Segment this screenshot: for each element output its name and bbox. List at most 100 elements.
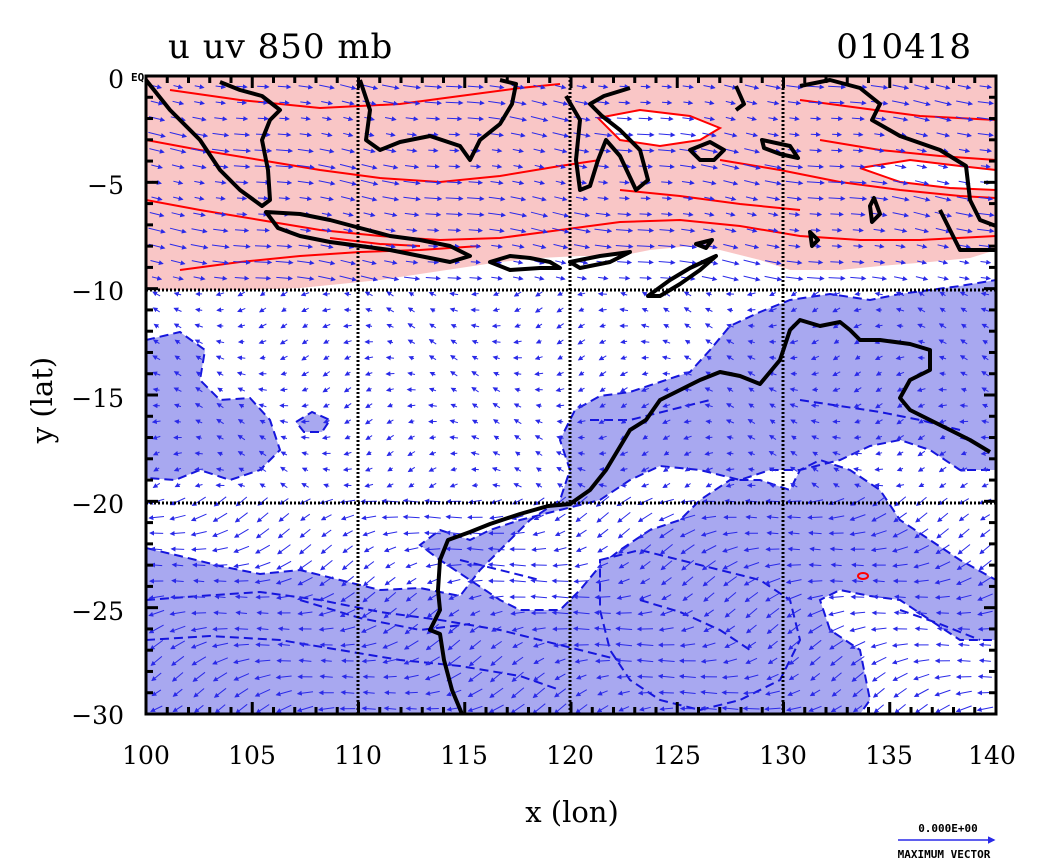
wind-vector bbox=[211, 148, 230, 154]
wind-vector bbox=[535, 323, 543, 329]
wind-vector bbox=[170, 640, 186, 650]
wind-vector bbox=[572, 626, 590, 632]
wind-vector bbox=[640, 323, 650, 329]
wind-vector bbox=[406, 148, 418, 154]
wind-vector bbox=[811, 482, 819, 489]
wind-vector bbox=[214, 116, 228, 122]
wind-vector bbox=[551, 610, 569, 616]
wind-vector bbox=[491, 626, 502, 632]
wind-vector bbox=[980, 435, 990, 441]
wind-vector bbox=[552, 132, 570, 138]
wind-vector bbox=[279, 100, 290, 106]
wind-vector bbox=[488, 704, 504, 713]
wind-vector bbox=[704, 467, 713, 472]
wind-vector bbox=[449, 419, 459, 425]
wind-vector bbox=[811, 466, 819, 472]
wind-vector bbox=[554, 673, 566, 681]
wind-vector bbox=[405, 562, 418, 569]
wind-vector bbox=[363, 212, 376, 218]
wind-vector bbox=[321, 307, 331, 313]
wind-vector bbox=[701, 276, 718, 282]
wind-vector bbox=[850, 496, 866, 506]
wind-vector bbox=[726, 355, 734, 361]
wind-vector bbox=[509, 578, 526, 584]
wind-vector bbox=[556, 371, 564, 376]
wind-vector bbox=[341, 575, 355, 587]
wind-vector bbox=[724, 228, 737, 233]
wind-vector bbox=[721, 674, 738, 680]
wind-vector bbox=[211, 642, 229, 649]
wind-vector bbox=[318, 626, 334, 632]
wind-vector bbox=[891, 642, 908, 648]
wind-vector bbox=[765, 260, 782, 266]
wind-vector bbox=[344, 291, 351, 297]
wind-vector bbox=[683, 419, 692, 424]
wind-vector bbox=[683, 355, 692, 361]
wind-vector bbox=[151, 689, 162, 697]
wind-vector bbox=[722, 163, 740, 170]
wind-vector bbox=[788, 211, 801, 217]
wind-vector bbox=[192, 671, 206, 682]
wind-vector bbox=[280, 466, 288, 472]
wind-vector bbox=[617, 578, 630, 585]
wind-vector bbox=[512, 148, 524, 154]
wind-vector bbox=[853, 467, 862, 472]
wind-vector bbox=[662, 419, 671, 424]
wind-vector bbox=[830, 672, 842, 682]
wind-vector bbox=[254, 243, 272, 249]
ref-vector-value: 0.000E+00 bbox=[918, 822, 978, 835]
wind-vector bbox=[425, 212, 442, 217]
wind-vector bbox=[873, 164, 886, 170]
wind-vector bbox=[382, 84, 400, 90]
wind-vector bbox=[615, 642, 633, 647]
wind-vector bbox=[152, 291, 161, 297]
wind-vector bbox=[809, 546, 821, 552]
wind-vector bbox=[917, 466, 925, 472]
wind-vector bbox=[216, 435, 224, 440]
wind-vector bbox=[894, 704, 906, 714]
wind-vector bbox=[470, 243, 482, 249]
wind-vector bbox=[361, 164, 378, 170]
wind-vector bbox=[577, 387, 585, 392]
wind-vector bbox=[573, 578, 589, 584]
wind-vector bbox=[276, 180, 293, 186]
wind-vector bbox=[194, 704, 204, 713]
wind-vector bbox=[682, 84, 694, 90]
wind-vector bbox=[467, 116, 484, 122]
wind-vector bbox=[195, 307, 203, 313]
wind-vector bbox=[638, 528, 652, 539]
wind-vector bbox=[173, 307, 182, 313]
wind-vector bbox=[258, 466, 267, 472]
wind-vector bbox=[828, 610, 845, 617]
wind-vector bbox=[150, 100, 164, 106]
wind-vector bbox=[428, 339, 437, 345]
wind-vector bbox=[831, 689, 842, 697]
wind-vector bbox=[279, 387, 288, 393]
wind-vector bbox=[787, 546, 800, 552]
wind-vector bbox=[513, 339, 522, 345]
wind-vector bbox=[194, 451, 203, 457]
wind-vector bbox=[679, 244, 697, 250]
wind-vector bbox=[874, 482, 884, 488]
wind-vector bbox=[957, 544, 971, 555]
wind-vector bbox=[556, 467, 564, 472]
wind-vector bbox=[661, 594, 672, 600]
wind-vector bbox=[700, 530, 717, 537]
wind-vector bbox=[659, 164, 675, 170]
wind-vector bbox=[725, 419, 735, 424]
plot-area bbox=[146, 76, 996, 714]
wind-vector bbox=[597, 195, 609, 201]
wind-vector bbox=[361, 608, 377, 618]
wind-vector bbox=[194, 339, 203, 345]
wind-vector bbox=[594, 244, 612, 250]
wind-vector bbox=[832, 483, 840, 488]
wind-vector bbox=[790, 291, 797, 297]
wind-vector bbox=[554, 658, 566, 664]
wind-vector bbox=[638, 594, 652, 601]
wind-vector bbox=[853, 434, 862, 440]
wind-vector bbox=[445, 196, 464, 202]
wind-vector bbox=[811, 307, 819, 313]
wind-vector bbox=[148, 595, 165, 601]
wind-vector bbox=[235, 610, 248, 616]
wind-vector bbox=[212, 529, 228, 538]
